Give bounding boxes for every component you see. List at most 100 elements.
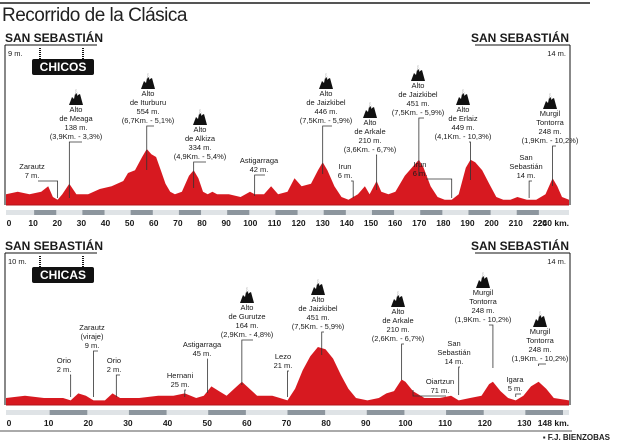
mountain-icon bbox=[456, 89, 470, 105]
town-annotation: Zarautz(viraje)9 m. bbox=[79, 323, 105, 397]
x-tick-label: 240 km. bbox=[538, 218, 569, 228]
end-label: SAN SEBASTIÁN bbox=[471, 30, 569, 45]
profile-chicos: SAN SEBASTIÁN 9 m. CHICOS SAN SEBASTIÁN 14 m… bbox=[4, 30, 579, 228]
km-bar-segment bbox=[178, 210, 202, 215]
x-tick-label: 210 bbox=[509, 218, 523, 228]
annotation-line: 210 m. bbox=[359, 136, 382, 145]
x-tick-label: 0 bbox=[7, 218, 12, 228]
x-tick-label: 130 bbox=[517, 418, 531, 428]
annotation-line: Tontorra bbox=[469, 297, 497, 306]
x-tick-label: 120 bbox=[478, 418, 492, 428]
leader-line bbox=[38, 180, 59, 198]
annotation-line: (7,5Km. - 5,9%) bbox=[292, 322, 345, 331]
km-bar-segment bbox=[468, 210, 491, 215]
km-bar-segment bbox=[446, 410, 484, 415]
annotation-line: Alto bbox=[70, 105, 83, 114]
x-tick-label: 140 bbox=[340, 218, 354, 228]
leader-line bbox=[376, 154, 378, 190]
annotation-line: de Gurutze bbox=[228, 312, 265, 321]
x-tick-label: 80 bbox=[321, 418, 331, 428]
annotation-line: (6,7Km. - 5,1%) bbox=[122, 116, 175, 125]
km-bar-segment bbox=[130, 210, 153, 215]
leader-line bbox=[93, 350, 98, 397]
mountain-icon bbox=[69, 89, 83, 105]
annotation-line: Irun bbox=[339, 162, 352, 171]
annotation-line: Astigarraga bbox=[183, 340, 222, 349]
annotation-line: de Alkiza bbox=[185, 134, 216, 143]
x-tick-label: 90 bbox=[221, 218, 231, 228]
annotation-line: 248 m. bbox=[539, 127, 562, 136]
page-title: Recorrido de la Clásica bbox=[2, 5, 187, 26]
annotation-line: Sebastián bbox=[509, 162, 542, 171]
km-bar-segment bbox=[34, 210, 57, 215]
leader-line bbox=[528, 180, 532, 198]
x-tick-label: 220 bbox=[533, 218, 547, 228]
x-tick-label: 90 bbox=[361, 418, 371, 428]
top-rule bbox=[0, 2, 590, 4]
category-badge bbox=[32, 267, 94, 283]
km-bar-segment bbox=[275, 210, 298, 215]
annotation-line: 14 m. bbox=[517, 171, 536, 180]
x-tick-label: 70 bbox=[282, 418, 292, 428]
category-badge bbox=[32, 59, 94, 75]
annotation-line: de Jaizkibel bbox=[398, 90, 438, 99]
leader-line bbox=[115, 374, 120, 397]
x-tick-label: 60 bbox=[149, 218, 159, 228]
leader-line bbox=[401, 343, 404, 380]
km-bar-segment bbox=[49, 410, 88, 415]
elevation-profile bbox=[6, 347, 569, 405]
annotation-line: 9 m. bbox=[85, 341, 100, 350]
mountain-icon bbox=[411, 65, 425, 81]
km-bar-segment bbox=[82, 210, 105, 215]
annotation-line: (viraje) bbox=[81, 332, 104, 341]
annotation-line: de Iturburu bbox=[130, 98, 166, 107]
mountain-icon bbox=[311, 279, 325, 295]
x-tick-label: 10 bbox=[28, 218, 38, 228]
annotation-line: Irun bbox=[414, 160, 427, 169]
leader-line bbox=[351, 180, 354, 198]
annotation-line: Oiartzun bbox=[426, 377, 454, 386]
km-bar-segment bbox=[516, 210, 539, 215]
annotation-line: Murgil bbox=[540, 109, 561, 118]
annotation-line: (1,9Km. - 10,2%) bbox=[512, 354, 569, 363]
leader-line bbox=[322, 125, 332, 174]
annotation-line: Orio bbox=[107, 356, 121, 365]
annotation-line: 334 m. bbox=[189, 143, 212, 152]
annotation-line: Tontorra bbox=[526, 336, 554, 345]
annotation-line: (1,9Km. - 10,2%) bbox=[522, 136, 579, 145]
leader-line bbox=[458, 366, 460, 395]
annotation-line: 6 m. bbox=[413, 169, 428, 178]
end-label: SAN SEBASTIÁN bbox=[471, 238, 569, 253]
km-bar-segment bbox=[323, 210, 346, 215]
annotation-line: Lezo bbox=[275, 352, 291, 361]
leader-line bbox=[321, 331, 324, 355]
end-alt: 14 m. bbox=[547, 49, 566, 58]
x-tick-label: 0 bbox=[7, 418, 12, 428]
km-bar-segment bbox=[371, 210, 395, 215]
annotation-line: 451 m. bbox=[307, 313, 330, 322]
x-tick-label: 10 bbox=[44, 418, 54, 428]
x-tick-label: 50 bbox=[125, 218, 135, 228]
x-tick-label: 40 bbox=[163, 418, 173, 428]
annotation-line: (4,1Km. - 10,3%) bbox=[435, 132, 492, 141]
annotation-line: San bbox=[447, 339, 460, 348]
annotation-line: Hernani bbox=[167, 371, 194, 380]
leader-line bbox=[287, 370, 289, 397]
start-alt: 10 m. bbox=[8, 257, 27, 266]
km-bar-segment bbox=[128, 410, 167, 415]
start-label: SAN SEBASTIÁN bbox=[5, 238, 103, 253]
annotation-line: (3,9Km. - 3,3%) bbox=[50, 132, 103, 141]
x-tick-label: 80 bbox=[197, 218, 207, 228]
x-tick-label: 150 bbox=[364, 218, 378, 228]
